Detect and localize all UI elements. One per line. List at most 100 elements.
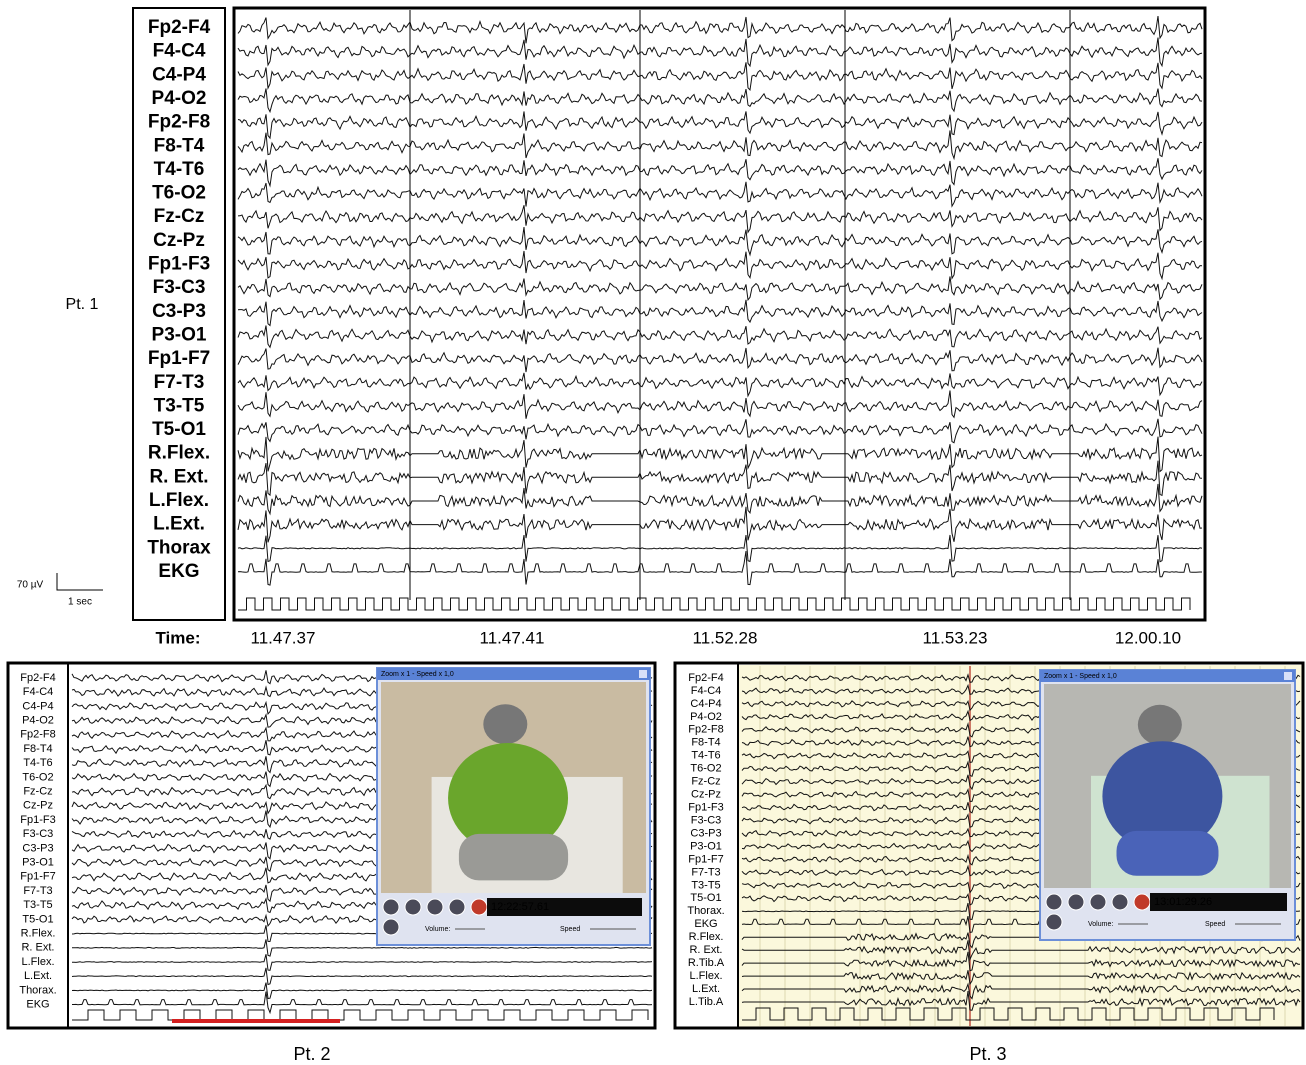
player-button[interactable] [1067, 893, 1085, 911]
trace [741, 982, 1301, 1000]
patient-label: Pt. 2 [293, 1044, 330, 1064]
trace [237, 418, 1203, 444]
trace [237, 483, 1203, 516]
close-button[interactable] [1284, 672, 1292, 680]
trace [237, 37, 1203, 68]
channel-label: P4-O2 [690, 711, 722, 723]
channel-label: Fp1-F7 [20, 871, 55, 883]
channel-label: T5-O1 [152, 419, 206, 440]
player-button[interactable] [470, 898, 488, 916]
channel-label: Fp2-F4 [688, 672, 723, 684]
player-button[interactable] [1089, 893, 1107, 911]
channel-label: T3-T5 [691, 879, 720, 891]
channel-label: EKG [26, 999, 49, 1011]
channel-label: Fp1-F7 [688, 853, 723, 865]
trace [237, 325, 1203, 349]
person-body [1102, 741, 1223, 852]
trace [237, 62, 1203, 91]
trace [237, 460, 1203, 497]
channel-label: F4-C4 [23, 686, 54, 698]
player-button[interactable] [1111, 893, 1129, 911]
channel-label: Thorax. [19, 984, 56, 996]
channel-label: T4-T6 [154, 159, 205, 180]
channel-label: Fp1-F3 [20, 814, 55, 826]
trace [237, 347, 1203, 373]
trace [72, 991, 653, 1015]
channel-label: Fp2-F8 [148, 112, 210, 133]
player-button[interactable] [1045, 913, 1063, 931]
window-title: Zoom x 1 - Speed x 1,0 [381, 671, 454, 678]
trigger-trace [238, 597, 1191, 611]
trace [237, 130, 1203, 161]
trace [72, 954, 653, 971]
channel-label: Fz-Cz [154, 206, 205, 227]
time-display [1150, 893, 1287, 911]
title-bar [1040, 670, 1295, 682]
trace [741, 991, 1301, 1011]
channel-label: R.Flex. [21, 928, 56, 940]
trace [237, 276, 1203, 302]
channel-label: F8-T4 [691, 737, 720, 749]
channel-label: Fp2-F8 [688, 724, 723, 736]
channel-label: L.Ext. [692, 983, 720, 995]
channel-label: P4-O2 [22, 715, 54, 727]
close-button[interactable] [639, 670, 647, 678]
player-button[interactable] [448, 898, 466, 916]
player-button[interactable] [1045, 893, 1063, 911]
trace [237, 436, 1203, 473]
channel-label: P3-O1 [690, 840, 722, 852]
time-stamp: 12.00.10 [1115, 628, 1181, 647]
player-button[interactable] [404, 898, 422, 916]
channel-label: R. Ext. [21, 942, 54, 954]
trigger-trace [72, 1009, 649, 1021]
trigger-trace [742, 1007, 1275, 1021]
channel-label: T5-O1 [690, 892, 721, 904]
channel-label: R. Ext. [689, 944, 722, 956]
trace [741, 970, 1301, 986]
person-legs [458, 833, 569, 881]
channel-label: P3-O1 [22, 857, 54, 869]
player-button[interactable] [382, 918, 400, 936]
channel-label: L.Ext. [153, 514, 205, 535]
player-button[interactable] [1133, 893, 1151, 911]
channel-label: Fz-Cz [23, 786, 52, 798]
trace [741, 951, 1300, 972]
player-button[interactable] [382, 898, 400, 916]
trace [237, 506, 1203, 543]
trace [237, 551, 1202, 586]
time-display [487, 898, 642, 916]
trace [237, 372, 1203, 398]
panel-frame [6, 661, 657, 1030]
time-stamp: 11.53.23 [923, 628, 988, 647]
channel-label: R. Ext. [149, 466, 208, 487]
channel-label: C4-P4 [152, 64, 206, 85]
trace [71, 982, 653, 1000]
channel-label: T4-T6 [23, 757, 52, 769]
person-head [483, 704, 528, 745]
trace [237, 534, 1203, 563]
scale-duration: 1 sec [68, 597, 92, 608]
volume-label: Volume: [1088, 921, 1113, 928]
time-stamp: 11.47.41 [480, 628, 545, 647]
channel-label: T3-T5 [23, 899, 52, 911]
channel-label: F3-C3 [691, 814, 722, 826]
patient-label: Pt. 1 [66, 296, 99, 313]
channel-label: F3-C3 [23, 828, 54, 840]
channel-label: F8-T4 [23, 743, 52, 755]
trace [237, 88, 1203, 114]
channel-label: L.Flex. [689, 970, 722, 982]
channel-label: C3-P3 [152, 301, 206, 322]
channel-label: Fp1-F3 [688, 802, 723, 814]
channel-label: Cz-Pz [23, 800, 53, 812]
channel-label: T6-O2 [152, 183, 206, 204]
channel-label: L.Flex. [21, 956, 54, 968]
channel-label: R.Flex. [148, 443, 210, 464]
title-bar [377, 668, 650, 680]
channel-label: Cz-Pz [691, 789, 721, 801]
time-display-text: 12:22:57.61 [491, 901, 549, 913]
player-button[interactable] [426, 898, 444, 916]
channel-label: T6-O2 [22, 771, 53, 783]
time-display-text: 13:01:29.26 [1154, 896, 1212, 908]
channel-label: EKG [158, 561, 199, 582]
